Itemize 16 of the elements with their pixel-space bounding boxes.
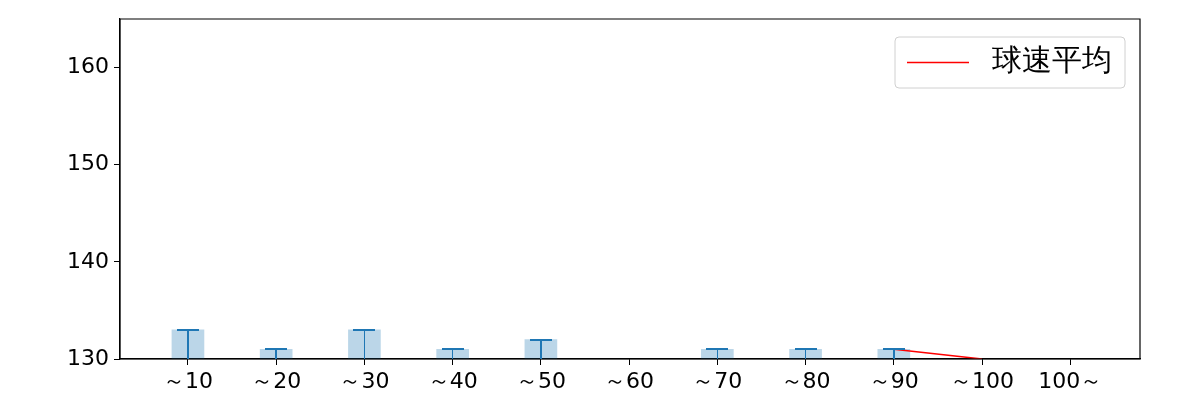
legend-label: 球速平均 — [992, 42, 1112, 78]
x-tick-label: ～30 — [339, 367, 390, 393]
y-tick-label: 160 — [67, 53, 109, 79]
x-tick-label: ～90 — [868, 367, 919, 393]
y-tick-label: 150 — [67, 150, 109, 176]
x-tick-label: ～100 — [950, 367, 1015, 393]
x-tick-label: ～50 — [515, 367, 566, 393]
x-tick-label: ～20 — [251, 367, 302, 393]
y-tick-label: 130 — [67, 344, 109, 370]
x-tick-label: ～10 — [162, 367, 213, 393]
y-tick-label: 140 — [67, 247, 109, 273]
x-tick-label: ～40 — [427, 367, 478, 393]
x-tick-label: 100～ — [1038, 367, 1103, 393]
x-tick-label: ～80 — [780, 367, 831, 393]
x-tick-label: ～70 — [692, 367, 743, 393]
x-tick-label: ～60 — [604, 367, 655, 393]
